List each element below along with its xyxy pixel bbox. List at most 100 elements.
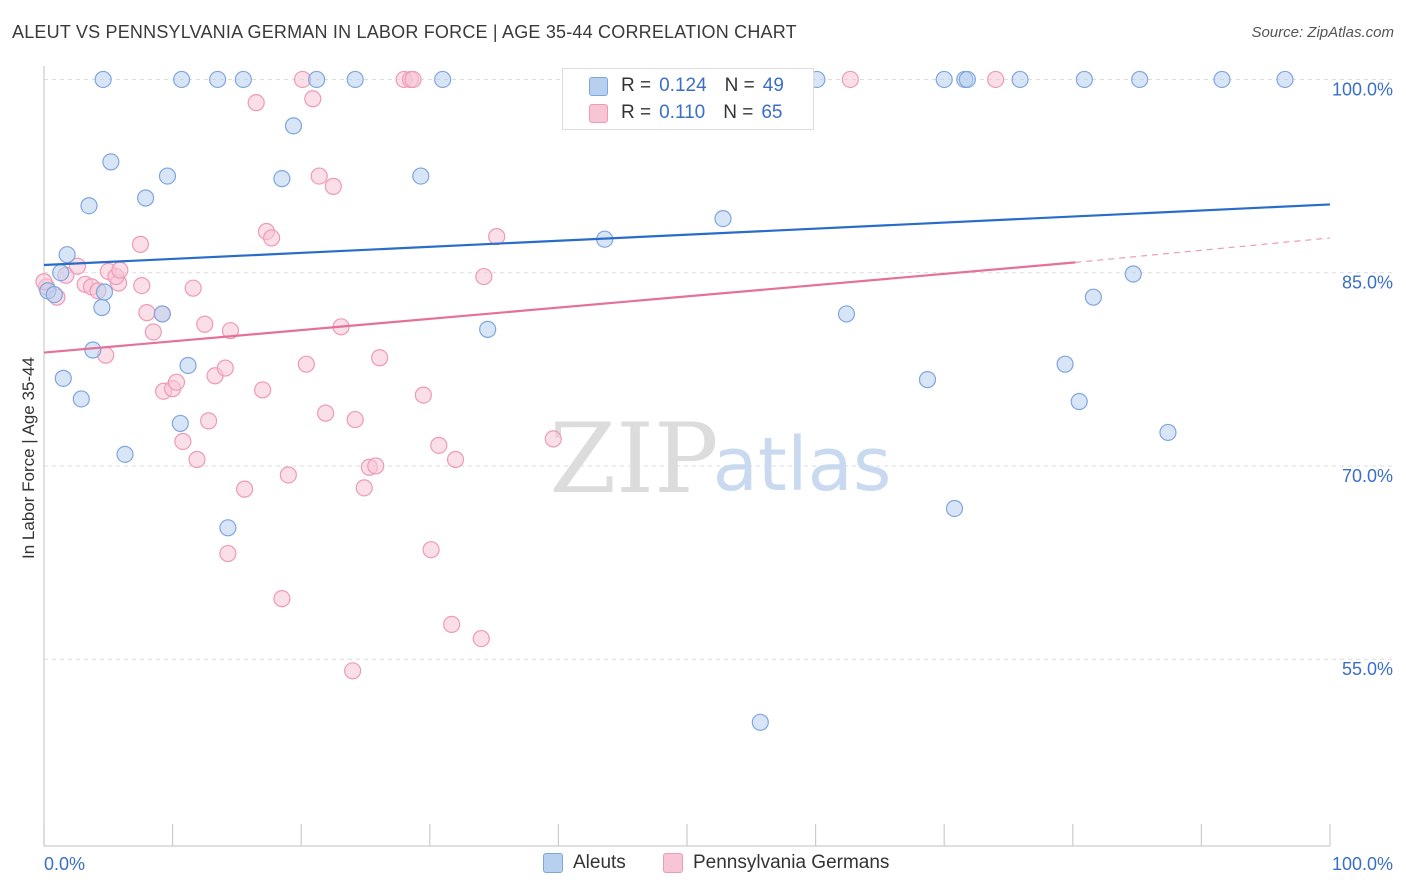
pa-point [184,279,202,297]
aleut-point [209,70,227,89]
pa-point [310,167,328,185]
aleut-point [434,70,452,89]
pa-point [841,70,859,89]
pa-point [273,590,291,608]
pa-point [236,480,254,498]
aleut-point [102,153,120,171]
pa-point [475,267,493,286]
pa-point [216,359,234,377]
pa-point [138,304,156,322]
aleut-point [80,197,98,215]
pa-point [355,479,373,497]
aleut-n-value: 49 [762,75,784,96]
aleut-point [1075,70,1093,89]
aleut-point [273,170,291,188]
aleut-point [837,305,856,323]
pa-point [324,177,342,195]
pa-point [414,386,432,404]
pa-point [304,90,322,108]
aleut-point [94,70,112,89]
aleut-point [479,320,497,338]
watermark-atlas: atlas [713,422,892,508]
pa-trend-line [43,261,1076,354]
aleut-point [219,519,237,537]
pa-n-value: 65 [761,102,783,123]
pa-point [544,430,562,448]
aleut-point [116,445,134,463]
pa-point [247,94,265,112]
pa-point [422,541,440,559]
aleut-point [1084,288,1102,306]
pa-point [297,355,315,373]
pa-point [167,373,186,391]
aleut-point [52,264,70,282]
aleut-point [158,167,177,185]
pa-point [404,70,422,89]
aleut-swatch [589,76,608,96]
aleut-point [945,499,964,518]
aleut-point [958,70,976,89]
pa-point [317,404,335,422]
pa-point [188,450,206,469]
aleut-point [45,286,63,304]
aleut-point [412,167,430,185]
pa-point [111,261,129,279]
aleut-point [84,341,102,359]
pa-r-value: 0.110 [659,102,706,123]
watermark: ZIP atlas [549,403,891,515]
pa-point [987,70,1005,89]
pa-point [144,323,162,341]
aleut-point [284,117,303,135]
y-tick-label-85: 85.0% [1342,273,1393,293]
legend-row-aleuts: R = 0.124 N = 49 [589,73,784,99]
pa-legend-swatch [663,853,683,873]
legend-item-aleuts: Aleuts [543,852,626,874]
aleut-point [751,713,769,731]
y-tick-label-70: 70.0% [1342,466,1393,486]
pa-point [221,322,240,340]
aleut-point [935,70,953,89]
series-aleuts [39,70,1294,731]
aleut-point [918,371,937,389]
legend-row-pa: R = 0.110 N = 65 [589,100,783,126]
r-label: R = [621,75,652,96]
aleut-legend-label: Aleuts [573,852,626,873]
aleut-point [58,246,76,264]
pa-point [346,410,364,429]
chart-title: ALEUT VS PENNSYLVANIA GERMAN IN LABOR FO… [12,22,797,42]
aleut-point [95,283,114,301]
pa-point [371,349,389,367]
x-tick-label-min: 0.0% [44,854,85,874]
aleut-trend-line [43,203,1331,267]
aleut-point [234,70,252,89]
aleut-point [1056,355,1074,373]
aleut-legend-swatch [543,853,563,873]
source-label: Source: ZipAtlas.com [1251,24,1394,41]
aleut-point [1159,423,1177,442]
aleut-point [714,209,732,228]
aleut-point [72,390,90,408]
y-tick-label-55: 55.0% [1342,659,1393,679]
series-pennsylvania-germans [35,70,1005,680]
r-label: R = [621,102,652,123]
pa-swatch [589,103,608,123]
aleut-point [1124,265,1142,283]
pa-point [219,544,237,563]
y-tick-label-100: 100.0% [1332,79,1393,99]
aleut-r-value: 0.124 [659,75,707,96]
pa-point [472,629,490,648]
pa-point [133,276,151,295]
aleut-point [173,70,191,89]
aleut-point [1070,392,1088,411]
axes [43,66,1331,847]
pa-point [446,450,465,469]
pa-point [254,381,272,399]
aleut-point [171,414,189,433]
aleut-point [1213,70,1231,89]
gridlines [44,78,1394,660]
series-legend: Aleuts Pennsylvania Germans [0,852,1406,878]
pa-trend-extension [1075,237,1331,263]
aleut-point [93,298,111,317]
aleut-point [1131,70,1149,89]
